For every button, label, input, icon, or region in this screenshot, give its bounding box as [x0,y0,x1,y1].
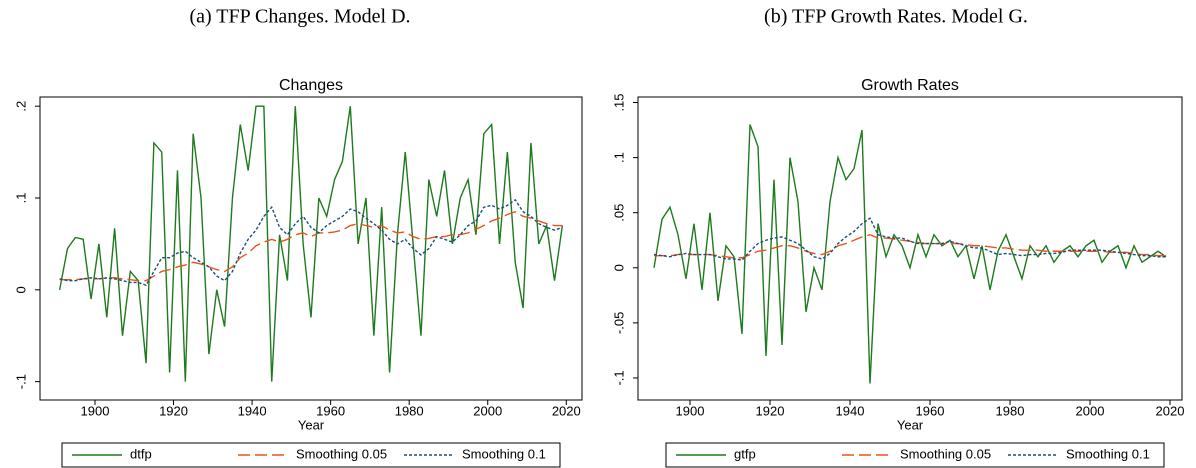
legend-label: Smoothing 0.05 [296,446,387,461]
legend-label: Smoothing 0.05 [900,446,991,461]
legend-label: Smoothing 0.1 [1066,446,1150,461]
legend-label: Smoothing 0.1 [462,446,546,461]
legend-label: gtfp [734,446,756,461]
x-tick-label: 2000 [1076,403,1105,418]
chart-title: Growth Rates [861,77,959,94]
plot-frame [39,96,583,401]
y-tick-label: .15 [611,93,626,111]
y-tick-label: -.1 [611,370,626,385]
y-tick-label: 0 [13,286,28,293]
x-tick-label: 1960 [916,403,945,418]
series-line [59,198,563,287]
x-tick-label: 1980 [395,403,424,418]
y-tick-label: 0 [611,264,626,271]
x-axis-label: Year [298,417,325,432]
x-tick-label: 1900 [81,403,110,418]
y-tick-label: .1 [13,193,28,204]
x-tick-label: 1940 [238,403,267,418]
series-line [654,233,1166,259]
caption: (a) TFP Changes. Model D. [189,6,410,28]
legend-box [665,442,1165,468]
legend-box [61,442,561,468]
legend-label: dtfp [130,446,152,461]
series-line [653,124,1167,384]
series-line [59,211,563,282]
x-tick-label: 1960 [316,403,345,418]
x-tick-label: 2020 [1156,403,1185,418]
x-tick-label: 1940 [836,403,865,418]
x-tick-label: 2020 [552,403,581,418]
x-tick-label: 1980 [996,403,1025,418]
x-tick-label: 1920 [159,403,188,418]
y-tick-label: -.1 [13,374,28,389]
y-tick-label: .1 [611,152,626,163]
x-tick-label: 2000 [473,403,502,418]
series-line [653,217,1166,261]
x-tick-label: 1900 [676,403,705,418]
series-line [58,105,564,382]
y-tick-label: -.05 [611,312,626,334]
x-tick-label: 1920 [756,403,785,418]
y-tick-label: .2 [13,101,28,112]
chart-title: Changes [279,77,343,94]
plot-frame [637,96,1183,401]
y-tick-label: .05 [611,204,626,222]
caption: (b) TFP Growth Rates. Model G. [764,6,1028,28]
x-axis-label: Year [897,417,924,432]
